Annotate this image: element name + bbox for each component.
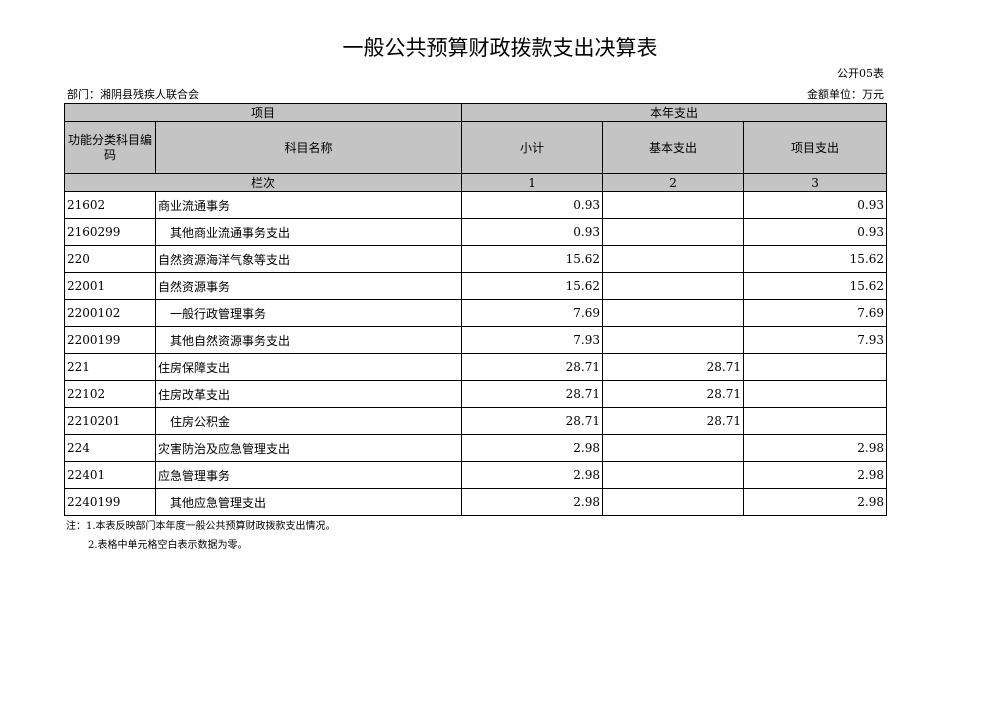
- name-cell: 商业流通事务: [154, 191, 463, 219]
- index-label: 栏次: [63, 173, 463, 192]
- data-row: 220 自然资源海洋气象等支出 15.62 15.62: [64, 245, 888, 273]
- group-header: 本年支出: [461, 103, 888, 122]
- subtotal-cell: 15.62: [461, 272, 604, 300]
- project-cell: [743, 353, 888, 381]
- basic-cell: [602, 191, 745, 219]
- column-header: 小计: [461, 121, 604, 174]
- form-number: 公开05表: [837, 67, 884, 80]
- name-cell: 一般行政管理事务: [154, 299, 463, 327]
- data-row: 221 住房保障支出 28.71 28.71: [64, 353, 888, 381]
- basic-cell: [602, 245, 745, 273]
- code-cell: 2200199: [64, 326, 156, 354]
- subtotal-cell: 2.98: [461, 488, 604, 516]
- data-row: 2240199 其他应急管理支出 2.98 2.98: [64, 488, 888, 516]
- header-row: 功能分类科目编码 科目名称 小计 基本支出 项目支出: [64, 121, 888, 174]
- project-cell: 2.98: [743, 461, 888, 489]
- project-cell: 15.62: [743, 245, 888, 273]
- basic-cell: [602, 461, 745, 489]
- name-cell: 自然资源海洋气象等支出: [154, 245, 463, 273]
- subtotal-cell: 28.71: [461, 407, 604, 435]
- project-cell: 7.93: [743, 326, 888, 354]
- title: 一般公共预算财政拨款支出决算表: [342, 36, 658, 60]
- subtotal-cell: 7.69: [461, 299, 604, 327]
- code-cell: 2160299: [64, 218, 156, 246]
- basic-cell: [602, 326, 745, 354]
- code-cell: 221: [64, 353, 156, 381]
- project-cell: 0.93: [743, 191, 888, 219]
- table: 项目 本年支出 功能分类科目编码 科目名称 小计 基本支出 项目支出 栏次 1 2 3 21602 商业…: [63, 103, 888, 516]
- column-header: 项目支出: [743, 121, 888, 174]
- data-row: 22102 住房改革支出 28.71 28.71: [64, 380, 888, 408]
- name-cell: 住房改革支出: [154, 380, 463, 408]
- header-row: 栏次 1 2 3: [63, 173, 888, 192]
- name-cell: 自然资源事务: [154, 272, 463, 300]
- data-row: 2200199 其他自然资源事务支出 7.93 7.93: [64, 326, 888, 354]
- index-number: 2: [602, 173, 745, 192]
- code-cell: 2240199: [64, 488, 156, 516]
- subtotal-cell: 0.93: [461, 191, 604, 219]
- data-row: 224 灾害防治及应急管理支出 2.98 2.98: [64, 434, 888, 462]
- code-cell: 224: [64, 434, 156, 462]
- note: 注：1.本表反映部门本年度一般公共预算财政拨款支出情况。: [66, 521, 336, 532]
- project-cell: 0.93: [743, 218, 888, 246]
- subtotal-cell: 0.93: [461, 218, 604, 246]
- project-cell: 2.98: [743, 434, 888, 462]
- data-row: 2210201 住房公积金 28.71 28.71: [64, 407, 888, 435]
- subtotal-cell: 15.62: [461, 245, 604, 273]
- code-cell: 22001: [64, 272, 156, 300]
- data-row: 21602 商业流通事务 0.93 0.93: [64, 191, 888, 219]
- project-cell: 15.62: [743, 272, 888, 300]
- code-cell: 220: [64, 245, 156, 273]
- data-row: 2200102 一般行政管理事务 7.69 7.69: [64, 299, 888, 327]
- data-row: 22001 自然资源事务 15.62 15.62: [64, 272, 888, 300]
- basic-cell: 28.71: [602, 380, 745, 408]
- index-number: 3: [743, 173, 888, 192]
- index-number: 1: [461, 173, 604, 192]
- project-cell: 2.98: [743, 488, 888, 516]
- subtotal-cell: 2.98: [461, 461, 604, 489]
- code-cell: 2210201: [64, 407, 156, 435]
- code-cell: 21602: [64, 191, 156, 219]
- subtotal-cell: 28.71: [461, 380, 604, 408]
- group-header: 项目: [63, 103, 463, 122]
- basic-cell: [602, 434, 745, 462]
- unit: 金额单位：万元: [807, 88, 884, 101]
- basic-cell: [602, 218, 745, 246]
- subtotal-cell: 28.71: [461, 353, 604, 381]
- subtotal-cell: 7.93: [461, 326, 604, 354]
- data-row: 2160299 其他商业流通事务支出 0.93 0.93: [64, 218, 888, 246]
- name-cell: 其他商业流通事务支出: [154, 218, 463, 246]
- code-cell: 22401: [64, 461, 156, 489]
- project-cell: [743, 407, 888, 435]
- code-cell: 2200102: [64, 299, 156, 327]
- column-header: 基本支出: [602, 121, 745, 174]
- column-header: 科目名称: [154, 121, 463, 174]
- name-cell: 其他应急管理支出: [154, 488, 463, 516]
- name-cell: 灾害防治及应急管理支出: [154, 434, 463, 462]
- subtotal-cell: 2.98: [461, 434, 604, 462]
- name-cell: 应急管理事务: [154, 461, 463, 489]
- basic-cell: [602, 299, 745, 327]
- name-cell: 住房公积金: [154, 407, 463, 435]
- column-header: 功能分类科目编码: [64, 121, 156, 174]
- project-cell: 7.69: [743, 299, 888, 327]
- code-cell: 22102: [64, 380, 156, 408]
- basic-cell: 28.71: [602, 353, 745, 381]
- header-row: 项目 本年支出: [63, 103, 888, 122]
- name-cell: 住房保障支出: [154, 353, 463, 381]
- note: 2.表格中单元格空白表示数据为零。: [88, 540, 248, 551]
- project-cell: [743, 380, 888, 408]
- basic-cell: [602, 488, 745, 516]
- name-cell: 其他自然资源事务支出: [154, 326, 463, 354]
- basic-cell: [602, 272, 745, 300]
- basic-cell: 28.71: [602, 407, 745, 435]
- department: 部门：湘阴县残疾人联合会: [67, 88, 199, 101]
- data-row: 22401 应急管理事务 2.98 2.98: [64, 461, 888, 489]
